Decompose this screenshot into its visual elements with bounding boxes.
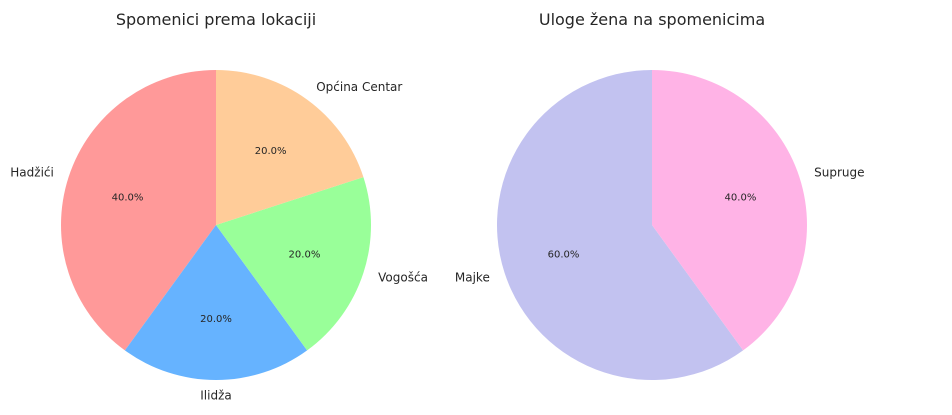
pie-chart-roles: Uloge žena na spomenicima 60.0% Majke 40.0… — [455, 10, 865, 380]
pie-chart-locations: Spomenici prema lokaciji 40.0% Hadžići 20.… — [10, 10, 428, 403]
pie-percent-supruge: 40.0% — [725, 192, 757, 203]
pie-slice-hadzici — [61, 70, 216, 351]
pie-slice-opcina-centar — [216, 70, 364, 225]
pie-percent-ilidza: 20.0% — [200, 314, 232, 325]
pie-category-label-majke: Majke — [455, 271, 490, 285]
pie-slices-roles — [496, 70, 807, 380]
pie-labels-locations: 40.0% Hadžići 20.0% Ilidža 20.0% Vogošća 20.0%… — [10, 80, 428, 402]
pie-category-label-opcina-centar: Općina Centar — [316, 80, 402, 94]
pie-category-label-vogosca: Vogošća — [378, 271, 428, 285]
pie-category-label-supruge: Supruge — [814, 165, 864, 179]
pie-percent-majke: 60.0% — [548, 250, 580, 261]
pie-percent-vogosca: 20.0% — [289, 250, 321, 261]
pie-percent-opcina-centar: 20.0% — [255, 146, 287, 157]
pie-slice-majke — [496, 70, 744, 380]
pie-percent-hadzici: 40.0% — [112, 192, 144, 203]
pie-labels-roles: 60.0% Majke 40.0% Supruge — [455, 165, 865, 284]
pie-slice-ilidza — [124, 225, 308, 381]
pie-slice-vogosca — [216, 177, 371, 351]
pie-category-label-hadzici: Hadžići — [10, 165, 54, 179]
chart-title-locations: Spomenici prema lokaciji — [116, 10, 316, 29]
chart-title-roles: Uloge žena na spomenicima — [539, 10, 765, 29]
pie-slice-supruge — [652, 70, 807, 351]
pie-slices-locations — [61, 70, 371, 381]
pie-category-label-ilidza: Ilidža — [200, 389, 231, 403]
